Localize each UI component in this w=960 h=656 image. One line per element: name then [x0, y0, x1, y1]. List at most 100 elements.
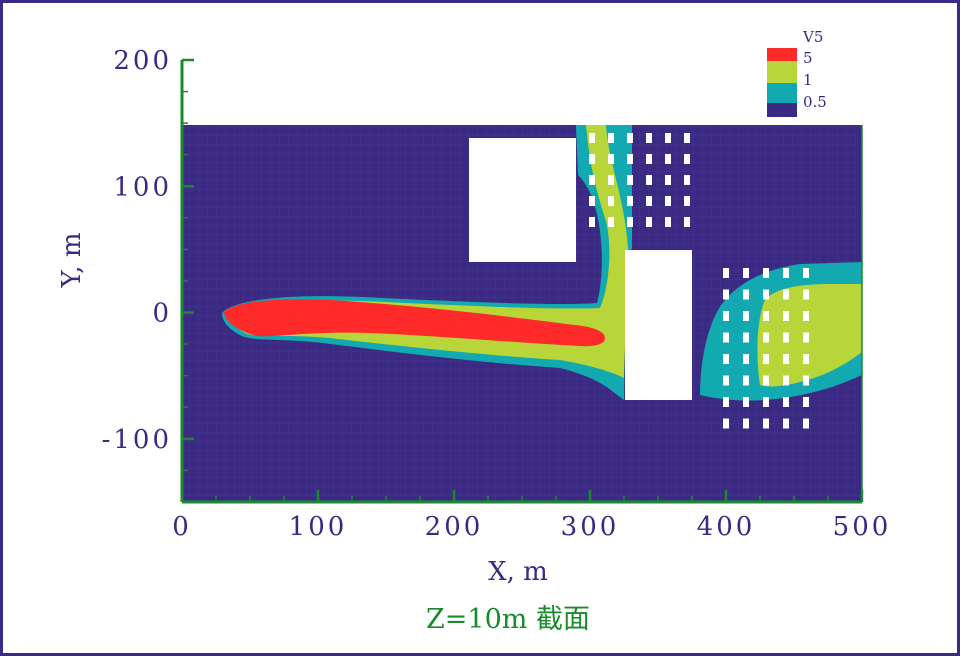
small-building [608, 217, 614, 227]
legend-label-5: 5 [803, 49, 813, 67]
small-building [743, 311, 749, 321]
small-building [684, 196, 690, 206]
small-building [783, 354, 789, 364]
small-building [646, 196, 652, 206]
small-building [723, 375, 729, 386]
small-building [723, 311, 729, 321]
small-building [743, 418, 749, 429]
x-tick-label: 100 [289, 512, 348, 542]
small-building [783, 311, 789, 321]
small-building [783, 397, 789, 407]
small-building [763, 354, 769, 364]
small-building [763, 268, 769, 278]
small-building [627, 154, 633, 164]
x-tick-label: 0 [172, 512, 192, 542]
small-building [763, 332, 769, 343]
small-building [627, 217, 633, 227]
building-block-1 [469, 138, 576, 262]
legend-label-1: 1 [803, 71, 813, 89]
small-building [743, 375, 749, 386]
y-axis-title: Y, m [57, 233, 87, 289]
small-building [723, 289, 729, 300]
y-tick-label: -100 [102, 425, 172, 455]
x-tick-label: 400 [697, 512, 756, 542]
small-building [608, 133, 614, 143]
small-building [608, 196, 614, 206]
small-building [684, 133, 690, 143]
y-axis-ticks: 200 100 0 -100 [102, 46, 194, 455]
small-building [803, 311, 809, 321]
small-building [646, 133, 652, 143]
small-building [665, 154, 671, 164]
small-building [627, 196, 633, 206]
small-building [743, 354, 749, 364]
small-building [589, 175, 595, 185]
small-building [743, 332, 749, 343]
small-building [723, 418, 729, 429]
small-building [783, 268, 789, 278]
small-building [743, 289, 749, 300]
small-building [763, 397, 769, 407]
small-building [589, 217, 595, 227]
small-building [803, 397, 809, 407]
small-building [646, 154, 652, 164]
small-building [665, 217, 671, 227]
small-building [589, 154, 595, 164]
small-building [684, 154, 690, 164]
small-building [723, 354, 729, 364]
building-array-lower [723, 268, 809, 429]
small-building [803, 418, 809, 429]
small-building [783, 289, 789, 300]
x-axis-title: X, m [488, 557, 548, 587]
legend-swatch-0-5 [767, 83, 797, 103]
small-building [608, 154, 614, 164]
small-building [684, 175, 690, 185]
contour-band-5 [224, 299, 605, 347]
legend-label-0-5: 0.5 [803, 93, 827, 111]
small-building [589, 196, 595, 206]
small-building [763, 289, 769, 300]
small-building [803, 354, 809, 364]
small-building [743, 397, 749, 407]
small-building [803, 289, 809, 300]
legend-swatch-5 [767, 48, 797, 61]
building-array-upper [589, 133, 690, 227]
small-building [646, 175, 652, 185]
y-axis-minor-ticks [182, 90, 188, 503]
figure-caption: Z=10m 截面 [426, 604, 590, 635]
small-building [763, 418, 769, 429]
small-building [803, 332, 809, 343]
legend-swatch-1 [767, 61, 797, 83]
small-building [783, 375, 789, 386]
small-building [627, 133, 633, 143]
small-building [684, 217, 690, 227]
small-building [608, 175, 614, 185]
x-tick-label: 500 [833, 512, 892, 542]
building-block-2 [625, 250, 692, 400]
small-building [763, 311, 769, 321]
y-tick-label: 200 [113, 46, 172, 76]
small-building [783, 332, 789, 343]
small-building [646, 217, 652, 227]
small-building [627, 175, 633, 185]
x-axis-minor-ticks [215, 496, 829, 502]
small-building [589, 133, 595, 143]
y-tick-label: 100 [113, 172, 172, 202]
y-tick-label: 0 [152, 299, 172, 329]
x-tick-label: 200 [425, 512, 484, 542]
small-building [665, 196, 671, 206]
legend-title: V5 [802, 28, 823, 46]
small-building [783, 418, 789, 429]
x-axis-ticks: 0 100 200 300 400 500 [172, 490, 892, 542]
small-building [803, 375, 809, 386]
small-building [723, 268, 729, 278]
small-building [665, 175, 671, 185]
legend: V5 5 1 0.5 [767, 28, 827, 117]
domain-top-blank [183, 60, 863, 125]
x-tick-label: 300 [561, 512, 620, 542]
small-building [803, 268, 809, 278]
small-building [763, 375, 769, 386]
small-building [723, 397, 729, 407]
small-building [665, 133, 671, 143]
